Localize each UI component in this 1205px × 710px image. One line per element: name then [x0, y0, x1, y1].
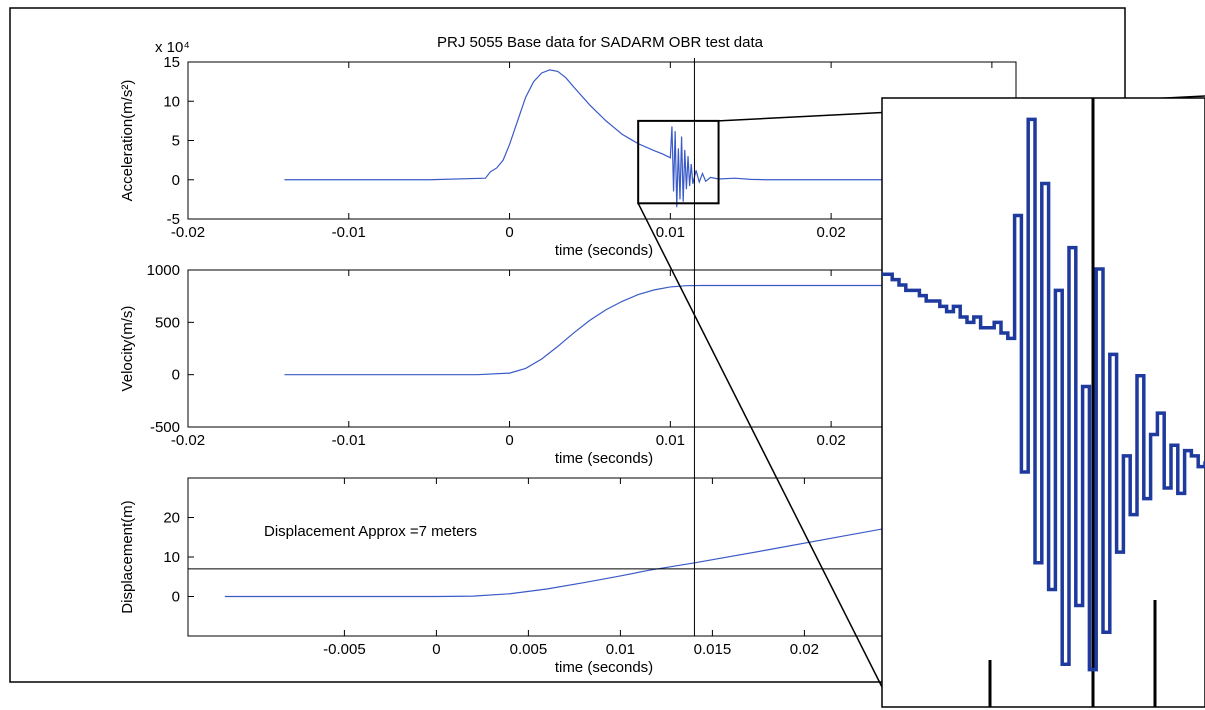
velocity-ytick-label: -500: [150, 419, 180, 436]
zoom-connector-bottom: [637, 202, 883, 688]
velocity-xtick-label: 0: [505, 432, 513, 449]
displacement-xtick-label: 0.02: [790, 641, 819, 658]
displacement-annotation: Displacement Approx =7 meters: [264, 523, 477, 540]
acceleration-xtick-label: 0.01: [656, 224, 685, 241]
acceleration-exponent-label: x 10⁴: [155, 39, 190, 56]
acceleration-xlabel: time (seconds): [555, 242, 653, 259]
zoom-box: [637, 119, 720, 205]
displacement-xtick-label: 0.01: [606, 641, 635, 658]
acceleration-ytick-label: -5: [167, 211, 180, 228]
panel-displacement: -0.005 0 0.005 0.01 0.015 0.02 0 10 20 time (seco…: [119, 477, 1017, 676]
displacement-xtick-label: 0: [432, 641, 440, 658]
displacement-ytick-label: 10: [163, 549, 180, 566]
displacement-series-line: [224, 505, 1017, 598]
acceleration-xtick-label: 0: [505, 224, 513, 241]
acceleration-xtick-label: -0.02: [171, 224, 205, 241]
velocity-xtick-label: 0.01: [656, 432, 685, 449]
velocity-ylabel: Velocity(m/s): [119, 306, 136, 392]
chart-title: PRJ 5055 Base data for SADARM OBR test d…: [437, 34, 764, 51]
velocity-xlabel: time (seconds): [555, 450, 653, 467]
displacement-ylabel: Displacement(m): [119, 500, 136, 613]
velocity-ytick-label: 500: [155, 314, 180, 331]
acceleration-ytick-label: 5: [172, 133, 180, 150]
acceleration-series-line: [284, 69, 1016, 208]
displacement-ytick-label: 0: [172, 589, 180, 606]
displacement-xlabel: time (seconds): [555, 659, 653, 676]
acceleration-xtick-label: 0.02: [817, 224, 846, 241]
velocity-ytick-label: 1000: [147, 262, 180, 279]
displacement-xtick-label: 0.015: [694, 641, 732, 658]
velocity-xtick-label: -0.01: [332, 432, 366, 449]
displacement-ytick-label: 20: [163, 510, 180, 527]
velocity-ytick-label: 0: [172, 367, 180, 384]
displacement-xtick-label: -0.005: [323, 641, 366, 658]
inset-series-line: [882, 117, 1205, 672]
velocity-xtick-label: -0.02: [171, 432, 205, 449]
acceleration-ytick-label: 10: [163, 93, 180, 110]
acceleration-ytick-label: 15: [163, 54, 180, 71]
acceleration-ylabel: Acceleration(m/s²): [119, 80, 136, 202]
acceleration-ytick-label: 0: [172, 172, 180, 189]
velocity-series-line: [284, 284, 1016, 376]
velocity-xtick-label: 0.02: [817, 432, 846, 449]
displacement-xtick-label: 0.005: [510, 641, 548, 658]
acceleration-xtick-label: -0.01: [332, 224, 366, 241]
